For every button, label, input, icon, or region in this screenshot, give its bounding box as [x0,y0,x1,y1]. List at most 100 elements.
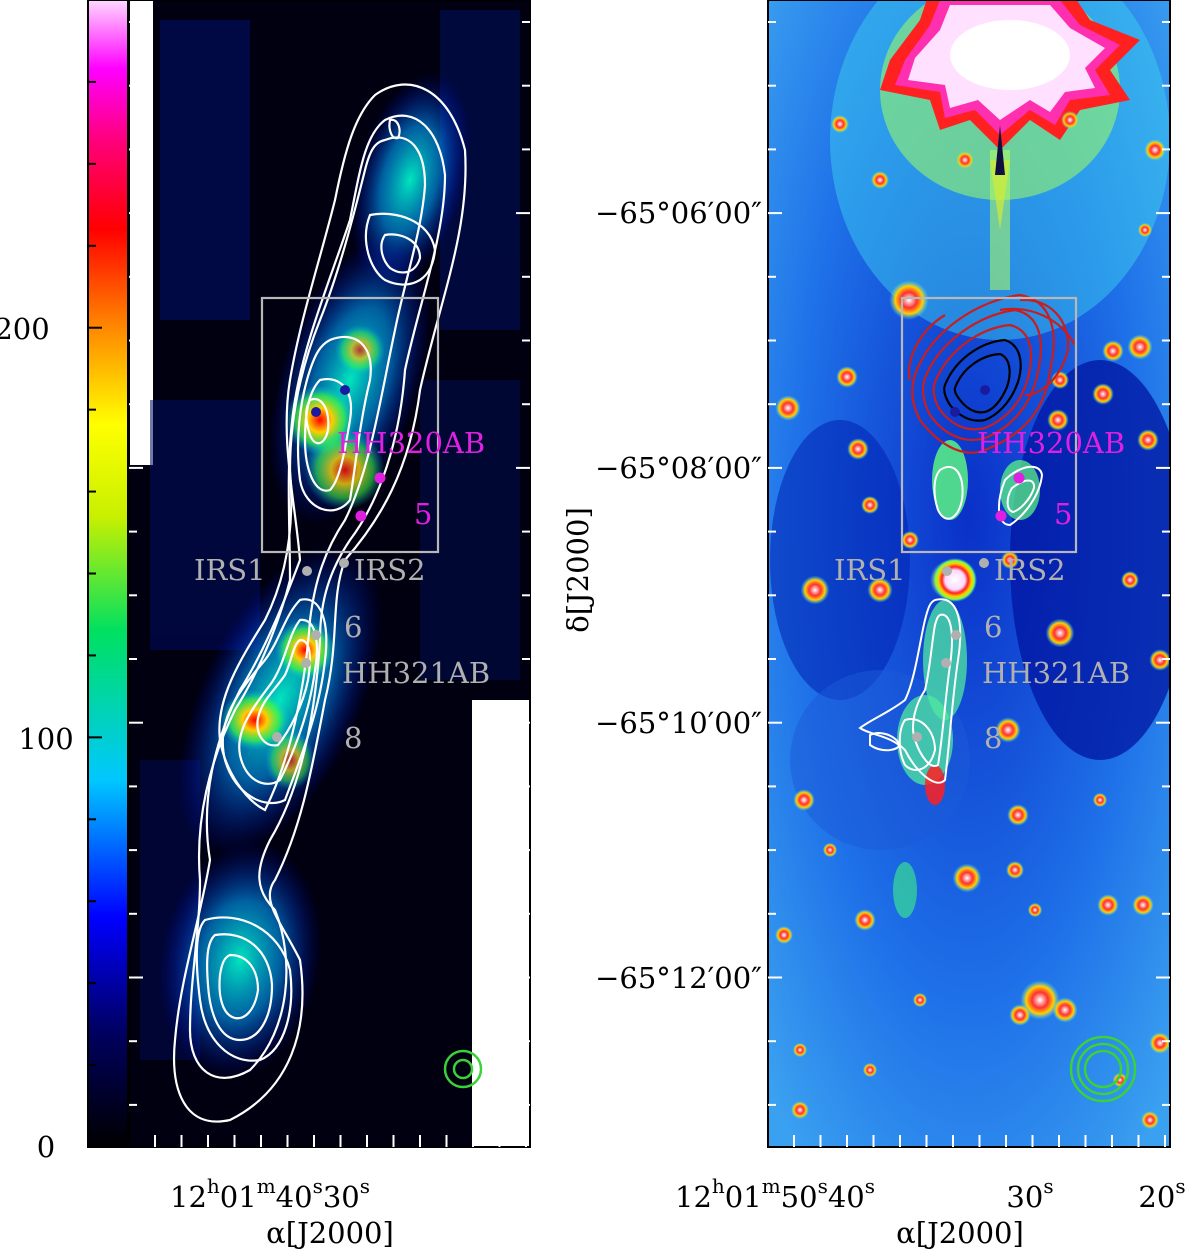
left-panel: HH320AB 5 IRS1 IRS2 6 HH321AB 8 12h01m40… [128,0,531,1250]
gray-marker [311,630,321,640]
field-star [956,151,974,169]
field-star [861,496,879,514]
field-star [775,926,793,944]
dec-axis: −65°06′00″ −65°08′00″ −65°10′00″ −65°12′… [561,196,762,995]
field-star [1001,551,1019,569]
label-irs2: IRS2 [994,553,1066,587]
field-star [847,438,869,460]
field-star [1061,111,1079,129]
field-star [1121,571,1139,589]
field-star [1045,618,1075,648]
right-xlabel: α[J2000] [896,1216,1024,1250]
blue-marker [950,407,960,417]
dark-lane [770,420,910,700]
field-star [1009,1004,1031,1026]
left-region-box [260,296,440,554]
field-star [1137,222,1153,238]
field-star [952,863,982,893]
left-ra-tick-label: 12h01m40s30s [170,1174,370,1214]
field-star [1052,997,1078,1023]
label-5: 5 [1054,497,1072,531]
mask-region-bottom [472,700,530,1147]
label-8: 8 [344,721,362,755]
right-ra-tick-label-30: 30s [1006,1174,1053,1214]
gray-marker [941,658,951,668]
label-8: 8 [984,721,1002,755]
right-ticks [768,21,1170,1147]
field-star [871,171,889,189]
gray-marker [912,732,922,742]
field-star [901,531,919,549]
field-star [1047,409,1069,431]
field-star [1132,894,1154,916]
label-hh320ab: HH320AB [977,426,1125,460]
label-hh320ab: HH320AB [337,426,485,460]
irs1-marker [302,566,312,576]
left-markers [272,385,386,742]
field-star [1006,861,1024,879]
field-star [867,577,893,603]
right-ra-tick-label-first: 12h01m50s40s [675,1174,875,1214]
field-star [1149,649,1170,671]
colorbar-ticks [88,0,102,1148]
field-stars [775,111,1187,1129]
field-star [1137,429,1159,451]
field-star [1092,792,1108,808]
blue-marker [980,385,990,395]
mask-region-top [129,0,153,465]
field-star [836,366,858,388]
field-star [792,1042,808,1058]
field-star [995,717,1021,743]
dec-tick-label-1: −65°06′00″ [595,196,762,230]
field-star [1149,1032,1170,1054]
irs2-marker [339,558,349,568]
dark-lane [1010,360,1170,760]
field-star [822,842,838,858]
field-star [1007,804,1029,826]
field-star [800,575,830,605]
field-star [1141,1111,1159,1129]
magenta-marker [1013,472,1025,484]
field-star [1127,334,1153,360]
dec-tick-label-3: −65°10′00″ [595,706,762,740]
blue-marker [340,385,350,395]
beam-icon [1069,1035,1137,1103]
colorbar: 0 100 200 [0,0,129,1164]
label-irs1: IRS1 [194,553,266,587]
dec-tick-label-2: −65°08′00″ [595,451,762,485]
dec-tick-label-4: −65°12′00″ [595,961,762,995]
beam-icon [443,1049,483,1089]
colorbar-tick-label-0: 0 [37,1130,55,1164]
label-6: 6 [344,610,362,644]
field-star [862,1062,878,1078]
label-hh321ab: HH321AB [982,656,1130,690]
field-star [912,992,928,1008]
field-star [775,395,801,421]
right-ra-tick-label-20: 20s [1138,1174,1185,1214]
field-star [1173,293,1187,307]
magenta-marker [374,472,386,484]
blue-marker [311,407,321,417]
gray-marker [272,732,282,742]
left-xlabel: α[J2000] [266,1216,394,1250]
right-markers [912,385,1025,742]
label-hh321ab: HH321AB [342,656,490,690]
field-star [791,1101,809,1119]
field-star [1144,139,1166,161]
label-6: 6 [984,610,1002,644]
magenta-marker [355,510,367,522]
left-contours [173,83,467,1123]
right-frame [767,0,1171,1148]
magenta-marker [995,510,1007,522]
field-star [1092,383,1114,405]
field-star [831,115,849,133]
colorbar-tick-label-200: 200 [0,312,50,346]
field-star [1027,902,1043,918]
right-co-contours [907,293,1076,454]
irs2-marker [979,558,989,568]
right-panel: HH320AB 5 IRS1 IRS2 6 HH321AB 8 12h01m50… [675,0,1187,1250]
gray-marker [301,658,311,668]
irs1-marker [942,566,952,576]
gray-marker [951,630,961,640]
